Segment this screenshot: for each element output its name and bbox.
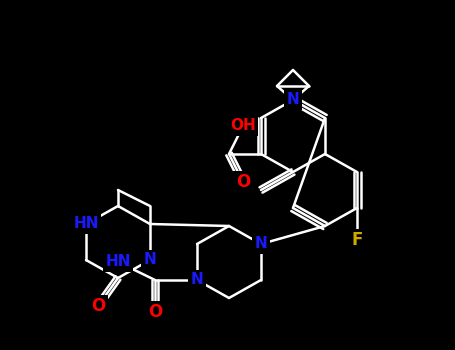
Text: N: N	[191, 273, 203, 287]
Text: O: O	[91, 297, 105, 315]
Text: O: O	[148, 303, 162, 321]
Text: HN: HN	[73, 217, 99, 231]
Text: F: F	[351, 231, 363, 249]
Text: N: N	[144, 252, 157, 267]
Text: N: N	[287, 92, 299, 107]
Text: HN: HN	[105, 254, 131, 270]
Text: N: N	[255, 237, 268, 252]
Text: O: O	[236, 173, 250, 191]
Text: OH: OH	[230, 119, 256, 133]
